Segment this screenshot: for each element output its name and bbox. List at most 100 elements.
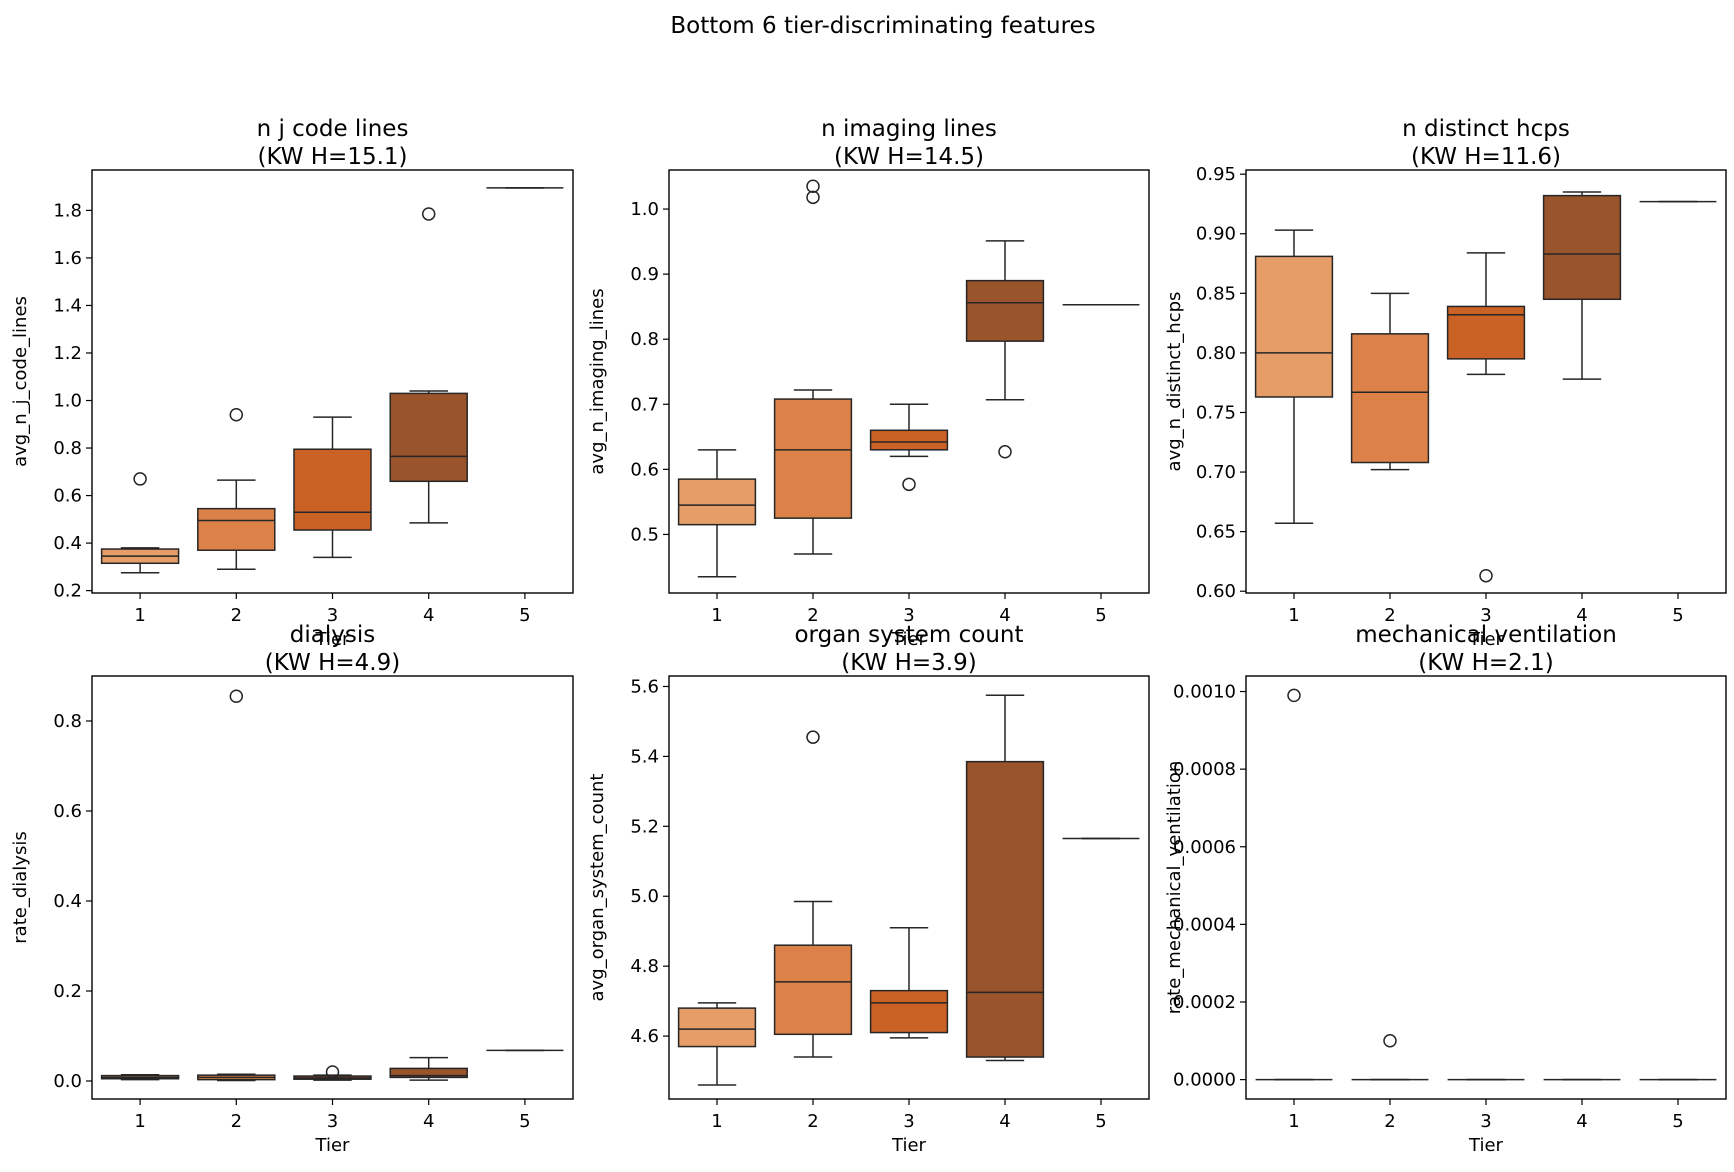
axes-frame: [91, 675, 574, 1100]
box-tier-4: [965, 240, 1045, 459]
box-tier-4: [1542, 191, 1622, 380]
x-tick-label: 5: [1095, 605, 1106, 626]
y-tick-label: 0.5: [630, 524, 659, 545]
panel-subtitle: (KW H=4.9): [265, 650, 400, 676]
x-tick-label: 1: [711, 605, 722, 626]
x-tick-label: 4: [1576, 605, 1587, 626]
y-tick-label: 0.0: [53, 1071, 82, 1092]
box-tier-3: [869, 926, 949, 1039]
outlier-point: [229, 408, 244, 422]
y-tick-label: 0.7: [630, 394, 659, 415]
box-iqr: [1542, 194, 1622, 301]
outlier-point: [998, 445, 1012, 459]
y-tick-label: 0.65: [1196, 522, 1236, 543]
y-tick-label: 1.6: [53, 248, 82, 269]
box-tier-2: [1351, 1034, 1429, 1081]
box-tier-3: [869, 403, 949, 492]
box-tier-4: [965, 694, 1045, 1062]
x-tick-label: 3: [1480, 1111, 1491, 1132]
panel-title: n imaging lines: [821, 116, 997, 142]
y-tick-label: 1.0: [630, 199, 659, 220]
figure-suptitle: Bottom 6 tier-discriminating features: [670, 13, 1095, 39]
y-tick-label: 0.0010: [1173, 682, 1236, 703]
panel-6: 0.0000 0.0002 0.0004 0.0006 0.0008 0.0010 1 2 3 4…: [1164, 622, 1727, 1156]
x-tick-label: 2: [1384, 1111, 1395, 1132]
y-tick-label: 0.0006: [1173, 837, 1236, 858]
y-tick-label: 0.0000: [1173, 1070, 1236, 1091]
y-tick-label: 0.70: [1196, 462, 1236, 483]
y-tick-label: 1.4: [53, 295, 82, 316]
box-tier-2: [773, 730, 853, 1058]
x-axis-label: Tier: [891, 629, 927, 650]
y-tick-label: 4.8: [630, 956, 659, 977]
axes-frame: [1245, 675, 1727, 1100]
box-iqr: [773, 944, 853, 1036]
x-tick-label: 3: [327, 1111, 338, 1132]
y-tick-label: 0.0008: [1173, 759, 1236, 780]
panel-title: mechanical ventilation: [1355, 622, 1617, 648]
panel-subtitle: (KW H=14.5): [834, 144, 984, 170]
x-tick-label: 1: [134, 1111, 145, 1132]
y-tick-label: 0.0004: [1173, 914, 1236, 935]
box-iqr: [1350, 333, 1430, 464]
box-tier-3: [1446, 252, 1526, 583]
outlier-point: [229, 689, 244, 703]
outlier-point: [1383, 1034, 1397, 1048]
box-iqr: [197, 507, 276, 551]
y-tick-label: 0.6: [53, 801, 82, 822]
y-tick-label: 0.75: [1196, 402, 1236, 423]
x-tick-label: 4: [423, 605, 434, 626]
panel-5: 4.6 4.8 5.0 5.2 5.4 5.6 1 2 3 4 5 Tier avg_organ_sys…: [587, 622, 1150, 1156]
box-iqr: [965, 760, 1045, 1058]
y-tick-label: 1.0: [53, 391, 82, 412]
x-tick-label: 2: [807, 605, 818, 626]
panel-title: organ system count: [794, 622, 1023, 648]
y-tick-label: 5.4: [630, 746, 659, 767]
y-axis-label: rate_mechanical_ventilation: [1164, 761, 1185, 1015]
y-axis-label: avg_n_j_code_lines: [10, 296, 31, 467]
box-iqr: [677, 478, 757, 526]
y-tick-label: 4.6: [630, 1026, 659, 1047]
y-tick-label: 0.9: [630, 264, 659, 285]
x-axis-label: Tier: [315, 629, 351, 650]
box-iqr: [293, 448, 372, 531]
y-tick-label: 0.2: [53, 581, 82, 602]
box-tier-1: [677, 1002, 757, 1086]
panel-4: 0.0 0.2 0.4 0.6 0.8 1 2 3 4 5 Tier rate_dialysis dia…: [10, 622, 574, 1156]
panel-subtitle: (KW H=2.1): [1418, 650, 1553, 676]
panel-subtitle: (KW H=3.9): [841, 650, 976, 676]
y-tick-label: 0.90: [1196, 224, 1236, 245]
outlier-point: [1479, 568, 1493, 583]
box-iqr: [389, 392, 468, 483]
x-tick-label: 4: [423, 1111, 434, 1132]
x-tick-label: 3: [1480, 605, 1491, 626]
y-tick-label: 5.0: [630, 886, 659, 907]
x-tick-label: 1: [1288, 1111, 1299, 1132]
panel-1: 0.2 0.4 0.6 0.8 1.0 1.2 1.4 1.6 1.8 1 2 3 4 5 Tier avg_…: [10, 116, 574, 650]
x-tick-label: 5: [519, 1111, 530, 1132]
box-tier-4: [389, 1056, 468, 1081]
x-axis-label: Tier: [1468, 629, 1504, 650]
x-tick-label: 5: [1672, 605, 1683, 626]
outlier-point: [325, 1065, 340, 1079]
x-tick-label: 4: [1576, 1111, 1587, 1132]
y-tick-label: 0.6: [630, 459, 659, 480]
x-tick-label: 3: [903, 1111, 914, 1132]
x-tick-label: 4: [999, 1111, 1010, 1132]
outlier-point: [806, 190, 820, 205]
y-tick-label: 5.2: [630, 816, 659, 837]
outlier-point: [806, 730, 820, 744]
outlier-point: [133, 472, 147, 486]
box-tier-1: [100, 472, 180, 574]
x-axis-label: Tier: [891, 1135, 927, 1156]
box-tier-3: [293, 416, 372, 559]
y-tick-label: 0.6: [53, 486, 82, 507]
y-axis-label: avg_n_imaging_lines: [587, 288, 608, 474]
y-tick-label: 1.2: [53, 343, 82, 364]
y-tick-label: 5.6: [630, 676, 659, 697]
x-axis-label: Tier: [1468, 1135, 1504, 1156]
outlier-point: [421, 207, 436, 221]
panel-2: 0.5 0.6 0.7 0.8 0.9 1.0 1 2 3 4 5 Tier avg_n_imaging…: [587, 116, 1150, 650]
x-axis-label: Tier: [315, 1135, 351, 1156]
